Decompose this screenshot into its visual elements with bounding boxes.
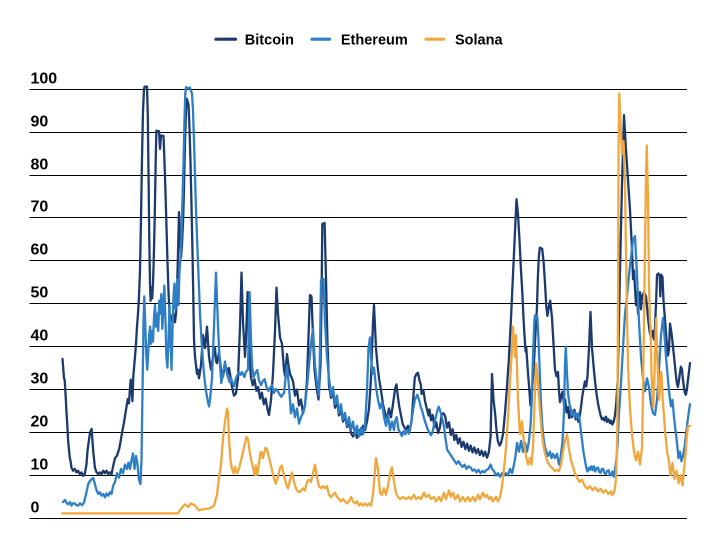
svg-text:Ethereum: Ethereum [341,33,408,49]
svg-text:Solana: Solana [455,33,503,49]
svg-text:80: 80 [31,157,49,174]
svg-text:10: 10 [31,457,49,474]
svg-text:Bitcoin: Bitcoin [245,33,294,49]
svg-text:0: 0 [31,500,40,517]
svg-text:100: 100 [31,71,58,88]
svg-text:20: 20 [31,414,49,431]
svg-text:70: 70 [31,199,49,216]
svg-text:90: 90 [31,114,49,131]
svg-text:30: 30 [31,371,49,388]
svg-text:60: 60 [31,242,49,259]
svg-text:50: 50 [31,285,49,302]
svg-text:40: 40 [31,328,49,345]
